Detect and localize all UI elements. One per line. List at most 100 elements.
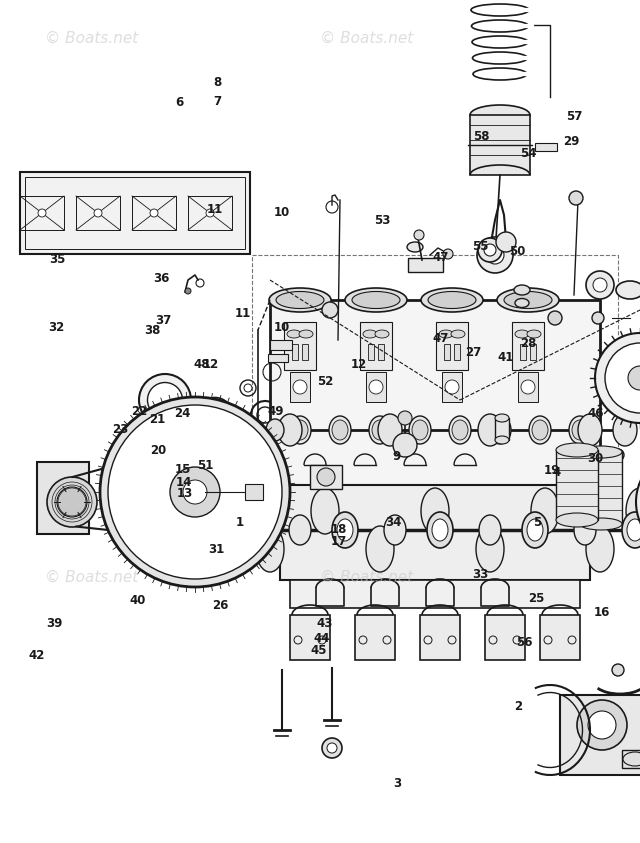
Text: 55: 55 [472,239,488,253]
Ellipse shape [329,416,351,444]
Bar [268,354,288,362]
Circle shape [628,366,640,390]
Ellipse shape [269,288,331,312]
Bar [290,615,330,660]
Ellipse shape [198,398,232,432]
Circle shape [586,271,614,299]
Text: 34: 34 [385,516,402,529]
Text: 16: 16 [593,605,610,619]
Text: 5: 5 [534,516,541,529]
Ellipse shape [292,420,308,440]
Ellipse shape [574,515,596,545]
Ellipse shape [478,414,502,446]
Ellipse shape [278,414,302,446]
Text: 32: 32 [48,320,65,334]
Bar [302,344,308,360]
Bar [290,372,310,402]
Text: 6: 6 [175,96,183,110]
Circle shape [636,450,640,554]
Ellipse shape [421,488,449,534]
Bar [518,372,538,402]
Circle shape [398,411,412,425]
Ellipse shape [428,292,476,309]
Bar [420,615,460,660]
Ellipse shape [529,416,551,444]
Bar [76,196,120,230]
Circle shape [293,380,307,394]
Text: 27: 27 [465,346,482,359]
Ellipse shape [372,420,388,440]
Ellipse shape [332,512,358,548]
Text: 47: 47 [432,250,449,264]
Ellipse shape [352,292,400,309]
Ellipse shape [242,512,268,548]
Ellipse shape [412,420,428,440]
Circle shape [170,467,220,517]
Text: 18: 18 [331,523,348,536]
Circle shape [595,333,640,423]
Circle shape [317,468,335,486]
Text: 35: 35 [49,253,66,266]
Circle shape [94,209,102,217]
Ellipse shape [578,414,602,446]
Bar [378,344,384,360]
Ellipse shape [627,519,640,541]
Text: © Boats.net: © Boats.net [320,570,413,585]
Circle shape [185,288,191,294]
Bar [512,322,544,370]
Ellipse shape [580,518,622,530]
Text: 13: 13 [176,487,193,501]
Ellipse shape [572,420,588,440]
Text: 11: 11 [235,307,252,320]
Circle shape [605,343,640,413]
Circle shape [605,498,619,512]
Text: 28: 28 [520,337,536,351]
Text: 20: 20 [150,443,167,457]
Text: 43: 43 [317,617,333,631]
Text: 44: 44 [313,632,330,646]
Text: 1: 1 [236,516,244,529]
Circle shape [47,477,97,527]
Text: 21: 21 [148,413,165,427]
Ellipse shape [479,515,501,545]
Text: 7: 7 [214,94,221,108]
Ellipse shape [556,513,598,527]
Text: 53: 53 [374,214,391,228]
Ellipse shape [432,519,448,541]
Bar [520,344,526,360]
Ellipse shape [527,330,541,338]
Ellipse shape [497,288,559,312]
Ellipse shape [451,330,465,338]
Bar [132,196,176,230]
Ellipse shape [580,446,622,458]
Text: 11: 11 [206,202,223,216]
Ellipse shape [369,416,391,444]
Bar [540,615,580,660]
Circle shape [183,480,207,504]
Bar [580,452,622,524]
Text: © Boats.net: © Boats.net [45,30,138,46]
Ellipse shape [147,383,182,417]
Text: 26: 26 [212,599,229,612]
Circle shape [592,312,604,324]
Bar [454,344,460,360]
Bar [408,258,443,272]
Ellipse shape [514,285,530,295]
Circle shape [393,433,417,457]
Bar [560,497,582,511]
Bar [270,300,600,485]
Bar [355,615,395,660]
Text: 12: 12 [203,357,220,371]
Text: 38: 38 [144,324,161,337]
Text: 19: 19 [543,464,560,477]
Circle shape [588,711,616,739]
Circle shape [569,191,583,205]
Ellipse shape [613,414,637,446]
Text: 12: 12 [350,357,367,371]
Ellipse shape [345,288,407,312]
Ellipse shape [495,436,509,444]
Circle shape [486,246,504,264]
Ellipse shape [427,512,453,548]
Circle shape [322,302,338,318]
Text: 52: 52 [317,374,333,388]
